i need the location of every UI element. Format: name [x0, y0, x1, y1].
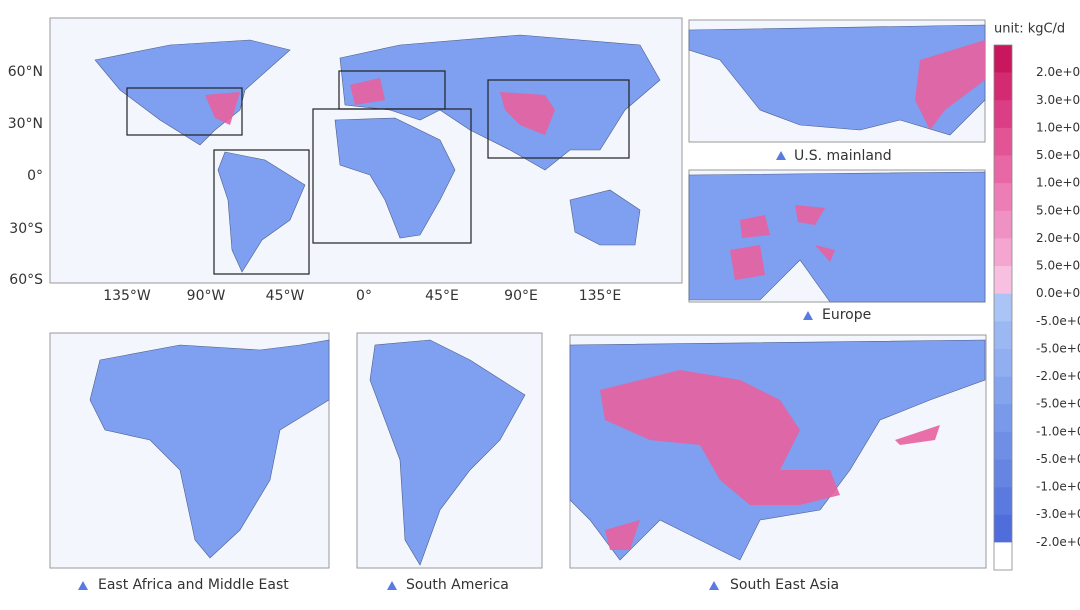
- emission-us: [205, 92, 240, 125]
- colorbar-label: -3.0e+04: [1036, 507, 1080, 521]
- se-asia-panel: South East Asia: [569, 334, 987, 593]
- colorbar-swatch: [994, 542, 1012, 571]
- caption-marker: [387, 581, 397, 590]
- lat-label: 30°N: [8, 116, 43, 132]
- colorbar-swatch: [994, 293, 1012, 322]
- lon-label: 135°E: [579, 288, 622, 304]
- panel-caption: South America: [406, 577, 509, 593]
- caption-marker: [78, 581, 88, 590]
- colorbar-label: -5.0e+02: [1036, 397, 1080, 411]
- north-america: [94, 39, 291, 146]
- colorbar-swatch: [994, 514, 1012, 543]
- colorbar-label: 1.0e+03: [1036, 176, 1080, 190]
- inset-box: [487, 79, 630, 159]
- lat-label: 60°S: [9, 272, 43, 288]
- colorbar-swatch: [994, 155, 1012, 184]
- colorbar-label: -5.0e+03: [1036, 452, 1080, 466]
- panel-emission: [730, 205, 835, 280]
- europe-panel: Europe: [688, 169, 986, 323]
- caption-marker: [803, 311, 813, 320]
- colorbar-label: 2.0e+07: [1036, 65, 1080, 79]
- panel-caption: South East Asia: [730, 577, 839, 593]
- colorbar-swatch: [994, 266, 1012, 294]
- panel-caption: East Africa and Middle East: [98, 577, 289, 593]
- south-america: [217, 151, 306, 273]
- colorbar: unit: kgC/d 2.0e+07 3.0e+04 1.0e+04 5.0e+03…: [993, 22, 1080, 571]
- eurasia: [339, 34, 661, 171]
- colorbar-swatch: [994, 404, 1012, 433]
- panel-emission: [915, 40, 985, 130]
- us-panel: U.S. mainland: [688, 19, 986, 164]
- inset-box: [213, 149, 310, 275]
- panel-land: [688, 171, 986, 303]
- lon-label: 45°W: [266, 288, 305, 304]
- colorbar-swatch: [994, 487, 1012, 516]
- panel-land: [369, 339, 526, 566]
- colorbar-unit: unit: kgC/d: [994, 22, 1065, 37]
- panel-caption: Europe: [822, 307, 871, 323]
- colorbar-label: 5.0e+03: [1036, 148, 1080, 162]
- emission-europe: [350, 78, 385, 105]
- colorbar-label: 5.0e+00: [1036, 259, 1080, 273]
- lon-label: 135°W: [103, 288, 151, 304]
- colorbar-label: 3.0e+04: [1036, 93, 1080, 107]
- panel-emission: [600, 370, 840, 505]
- lon-label: 0°: [356, 288, 372, 304]
- caption-marker: [776, 151, 786, 160]
- colorbar-swatch: [994, 183, 1012, 212]
- inset-box: [126, 87, 243, 136]
- colorbar-label: 5.0e+02: [1036, 203, 1080, 217]
- colorbar-frame: [993, 44, 1013, 571]
- colorbar-swatch: [994, 376, 1012, 405]
- lat-label: 30°S: [9, 221, 43, 237]
- panel-caption: U.S. mainland: [794, 148, 892, 164]
- colorbar-label: 2.0e+01: [1036, 231, 1080, 245]
- colorbar-swatch: [994, 321, 1012, 350]
- colorbar-swatch: [994, 348, 1012, 377]
- colorbar-swatch: [994, 100, 1012, 129]
- emission-asia: [500, 92, 555, 135]
- colorbar-label: 1.0e+04: [1036, 120, 1080, 134]
- caption-marker: [709, 581, 719, 590]
- panel-land: [89, 339, 330, 559]
- lon-label: 45°E: [425, 288, 459, 304]
- lat-label: 0°: [27, 168, 43, 184]
- colorbar-swatch: [994, 431, 1012, 460]
- colorbar-label: -2.0e+07: [1036, 535, 1080, 549]
- world-map: [49, 17, 683, 284]
- colorbar-swatch: [994, 238, 1012, 267]
- colorbar-label: -5.0e+00: [1036, 314, 1080, 328]
- africa: [334, 117, 456, 239]
- africa-panel: East Africa and Middle East: [49, 332, 330, 593]
- south-america-panel: South America: [356, 332, 543, 593]
- panel-emission: [605, 425, 940, 550]
- colorbar-label: 0.0e+00: [1036, 286, 1080, 300]
- colorbar-label: -2.0e+02: [1036, 369, 1080, 383]
- colorbar-label: -5.0e+01: [1036, 341, 1080, 355]
- colorbar-swatch: [994, 127, 1012, 156]
- colorbar-swatch: [994, 459, 1012, 488]
- lon-label: 90°E: [504, 288, 538, 304]
- lon-labels: 135°W 90°W 45°W 0° 45°E 90°E 135°E: [103, 288, 621, 304]
- inset-box: [338, 70, 446, 110]
- lat-labels: 60°N 30°N 0° 30°S 60°S: [8, 64, 43, 288]
- colorbar-swatch: [994, 72, 1012, 101]
- colorbar-label: -1.0e+04: [1036, 480, 1080, 494]
- colorbar-swatch: [994, 210, 1012, 239]
- lat-label: 60°N: [8, 64, 43, 80]
- lon-label: 90°W: [187, 288, 226, 304]
- colorbar-swatch: [994, 45, 1012, 73]
- colorbar-label: -1.0e+03: [1036, 424, 1080, 438]
- australia: [569, 189, 641, 246]
